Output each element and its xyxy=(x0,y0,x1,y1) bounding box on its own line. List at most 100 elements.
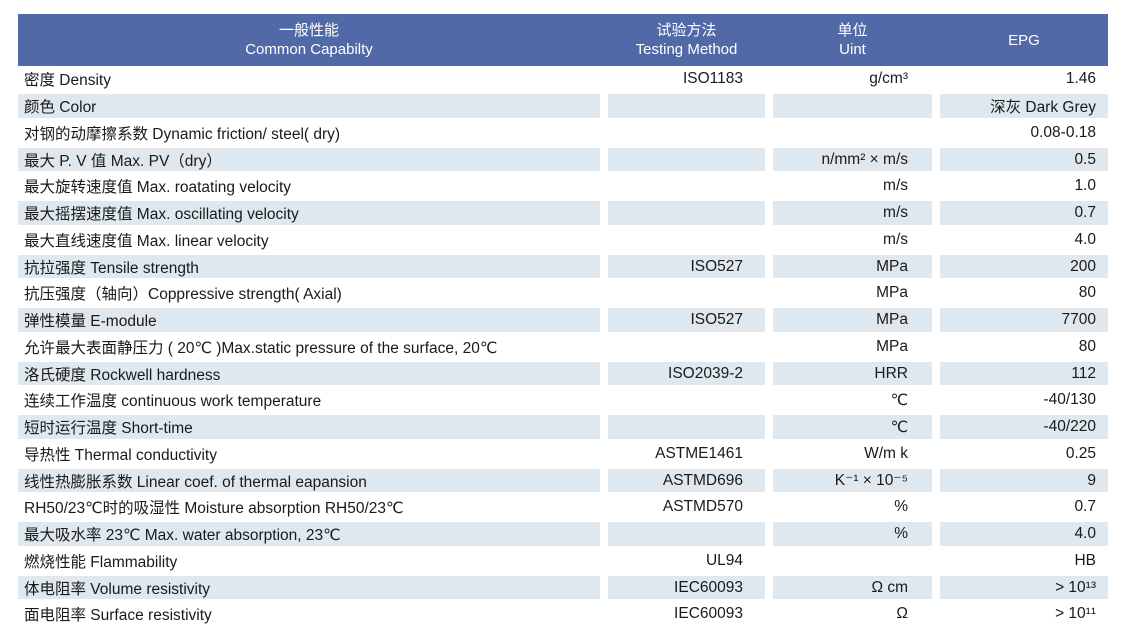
value-cell: > 10¹³ xyxy=(940,575,1108,600)
unit-cell: m/s xyxy=(883,177,908,195)
header-cell: 试验方法 Testing Method xyxy=(608,14,765,66)
unit-cell: K⁻¹ × 10⁻⁵ xyxy=(773,468,932,493)
value-cell: 4.0 xyxy=(940,522,1108,546)
property-cell: RH50/23℃时的吸湿性 Moisture absorption RH50/2… xyxy=(24,500,404,518)
property-cell: 对钢的动摩擦系数 Dynamic friction/ steel( dry) xyxy=(24,125,341,143)
method-cell: IEC60093 xyxy=(608,575,765,600)
property-cell: 体电阻率 Volume resistivity xyxy=(18,575,600,600)
method-cell: ASTMD570 xyxy=(662,498,743,516)
method-cell xyxy=(608,335,765,359)
table-row: 导热性 Thermal conductivity ASTME1461 W/m k… xyxy=(18,441,1108,468)
method-cell xyxy=(608,522,765,546)
value-cell: > 10¹¹ xyxy=(1055,605,1096,623)
table-row: 体电阻率 Volume resistivity IEC60093 Ω cm > … xyxy=(18,574,1108,601)
table-row: 最大摇摆速度值 Max. oscillating velocity m/s 0.… xyxy=(18,200,1108,227)
method-cell xyxy=(608,228,765,252)
table-row: 对钢的动摩擦系数 Dynamic friction/ steel( dry) 0… xyxy=(18,120,1108,147)
table-row: 燃烧性能 Flammability UL94 HB xyxy=(18,548,1108,575)
table-body: 密度 Density ISO1183 g/cm³ 1.46 颜色 Color 深… xyxy=(18,66,1108,628)
table-row: 面电阻率 Surface resistivity IEC60093 Ω > 10… xyxy=(18,601,1108,628)
property-cell: 抗压强度（轴向）Coppressive strength( Axial) xyxy=(24,286,342,304)
header-label-en: Uint xyxy=(839,41,866,58)
unit-cell: Ω cm xyxy=(773,575,932,600)
value-cell: 0.08-0.18 xyxy=(1030,123,1097,141)
header-label-zh: 单位 xyxy=(837,22,868,39)
method-cell xyxy=(608,121,765,145)
header-label-zh: 试验方法 xyxy=(656,22,717,39)
property-cell: 最大 P. V 值 Max. PV（dry） xyxy=(18,147,600,172)
method-cell: ISO1183 xyxy=(682,70,743,88)
value-cell: 1.0 xyxy=(1074,177,1096,195)
header-label-zh: 一般性能 xyxy=(278,22,339,39)
table-row: RH50/23℃时的吸湿性 Moisture absorption RH50/2… xyxy=(18,494,1108,521)
property-cell: 连续工作温度 continuous work temperature xyxy=(24,393,322,411)
property-cell: 最大摇摆速度值 Max. oscillating velocity xyxy=(18,201,600,225)
table-row: 允许最大表面静压力 ( 20℃ )Max.static pressure of … xyxy=(18,334,1108,361)
value-cell: 1.46 xyxy=(1065,70,1096,88)
method-cell: ASTMD696 xyxy=(608,468,765,493)
unit-cell: % xyxy=(894,498,908,516)
table-row: 抗拉强度 Tensile strength ISO527 MPa 200 xyxy=(18,253,1108,280)
header-label-en: Common Capabilty xyxy=(245,41,373,58)
unit-cell: MPa xyxy=(876,337,908,355)
property-cell: 抗拉强度 Tensile strength xyxy=(18,254,600,279)
value-cell: 深灰 Dark Grey xyxy=(940,94,1108,118)
table-row: 最大吸水率 23℃ Max. water absorption, 23℃ % 4… xyxy=(18,521,1108,548)
unit-cell xyxy=(773,121,932,145)
method-cell xyxy=(608,389,765,413)
header-label-en: Testing Method xyxy=(635,41,738,58)
method-cell: IEC60093 xyxy=(674,605,743,623)
method-cell xyxy=(608,147,765,172)
table-row: 洛氏硬度 Rockwell hardness ISO2039-2 HRR 112 xyxy=(18,360,1108,387)
unit-cell: ℃ xyxy=(890,391,908,409)
unit-cell: MPa xyxy=(773,254,932,279)
value-cell: 80 xyxy=(1078,337,1096,355)
value-cell: 0.7 xyxy=(1074,498,1096,516)
material-properties-table: 一般性能 Common Capabilty 试验方法 Testing Metho… xyxy=(18,14,1108,628)
property-cell: 允许最大表面静压力 ( 20℃ )Max.static pressure of … xyxy=(24,339,498,357)
method-cell xyxy=(608,282,765,306)
property-cell: 密度 Density xyxy=(24,72,111,90)
value-cell: 0.25 xyxy=(1065,444,1096,462)
method-cell xyxy=(608,175,765,199)
table-row: 最大直线速度值 Max. linear velocity m/s 4.0 xyxy=(18,227,1108,254)
property-cell: 最大吸水率 23℃ Max. water absorption, 23℃ xyxy=(18,522,600,546)
unit-cell: % xyxy=(773,522,932,546)
unit-cell: Ω xyxy=(896,605,908,623)
value-cell: -40/130 xyxy=(1043,391,1096,409)
property-cell: 弹性模量 E-module xyxy=(18,308,600,332)
value-cell: HB xyxy=(1074,551,1096,569)
method-cell xyxy=(608,415,765,439)
method-cell: UL94 xyxy=(705,551,743,569)
method-cell: ISO527 xyxy=(608,308,765,332)
property-cell: 短时运行温度 Short-time xyxy=(18,415,600,439)
property-cell: 线性热膨胀系数 Linear coef. of thermal eapansio… xyxy=(18,468,600,493)
table-header: 一般性能 Common Capabilty 试验方法 Testing Metho… xyxy=(18,14,1108,66)
table-row: 最大 P. V 值 Max. PV（dry） n/mm² × m/s 0.5 xyxy=(18,146,1108,173)
unit-cell xyxy=(773,549,932,573)
unit-cell: ℃ xyxy=(773,415,932,439)
method-cell: ISO527 xyxy=(608,254,765,279)
unit-cell: m/s xyxy=(773,201,932,225)
method-cell xyxy=(608,94,765,118)
method-cell: ASTME1461 xyxy=(655,444,743,462)
value-cell: 200 xyxy=(940,254,1108,279)
table-row: 连续工作温度 continuous work temperature ℃ -40… xyxy=(18,387,1108,414)
unit-cell: HRR xyxy=(773,361,932,386)
value-cell: 0.7 xyxy=(940,201,1108,225)
table-row: 最大旋转速度值 Max. roatating velocity m/s 1.0 xyxy=(18,173,1108,200)
value-cell: -40/220 xyxy=(940,415,1108,439)
property-cell: 颜色 Color xyxy=(18,94,600,118)
unit-cell: MPa xyxy=(876,284,908,302)
property-cell: 洛氏硬度 Rockwell hardness xyxy=(18,361,600,386)
header-label-zh: EPG xyxy=(1008,31,1040,49)
value-cell: 4.0 xyxy=(1074,230,1096,248)
table-row: 密度 Density ISO1183 g/cm³ 1.46 xyxy=(18,66,1108,93)
table-row: 抗压强度（轴向）Coppressive strength( Axial) MPa… xyxy=(18,280,1108,307)
unit-cell: m/s xyxy=(883,230,908,248)
header-cell: 单位 Uint xyxy=(773,14,932,66)
table-row: 线性热膨胀系数 Linear coef. of thermal eapansio… xyxy=(18,467,1108,494)
unit-cell: n/mm² × m/s xyxy=(773,147,932,172)
unit-cell: W/m k xyxy=(864,444,908,462)
value-cell: 7700 xyxy=(940,308,1108,332)
